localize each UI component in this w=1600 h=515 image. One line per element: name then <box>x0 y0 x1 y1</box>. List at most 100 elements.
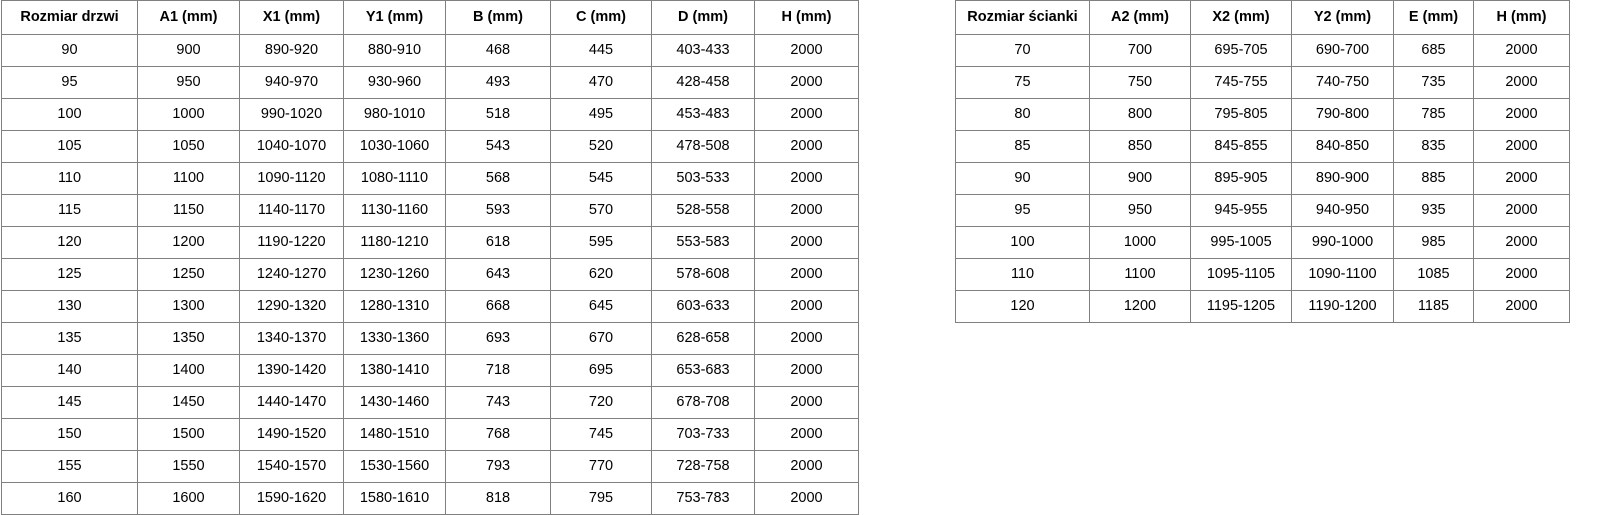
table-cell: 1185 <box>1393 290 1474 323</box>
table-cell: 670 <box>550 322 652 355</box>
table-cell: 80 <box>955 98 1090 131</box>
table-cell: 790-800 <box>1291 98 1394 131</box>
table-cell: 940-970 <box>239 66 344 99</box>
table-cell: 2000 <box>1473 66 1570 99</box>
table-cell: 950 <box>137 66 240 99</box>
table-row: 105 1050 1040-1070 1030-1060 543 520 478-508 20… <box>1 130 859 163</box>
table-row: 150 1500 1490-1520 1480-1510 768 745 703-733 20… <box>1 418 859 451</box>
table-cell: 1380-1410 <box>343 354 446 387</box>
table-cell: 718 <box>445 354 551 387</box>
table-cell: 468 <box>445 34 551 67</box>
table-cell: 160 <box>1 482 138 515</box>
door-table-body: 90 900 890-920 880-910 468 445 403-433 2000 95 95… <box>1 34 859 515</box>
table-row: 120 1200 1190-1220 1180-1210 618 595 553-583 20… <box>1 226 859 259</box>
table-header-row: Rozmiar drzwi A1 (mm) X1 (mm) Y1 (mm) B (mm)… <box>1 0 859 35</box>
table-cell: 428-458 <box>651 66 755 99</box>
table-cell: 70 <box>955 34 1090 67</box>
table-cell: 1440-1470 <box>239 386 344 419</box>
table-cell: 735 <box>1393 66 1474 99</box>
table-row: 100 1000 995-1005 990-1000 985 2000 <box>955 226 1570 259</box>
column-header: Rozmiar ścianki <box>955 0 1090 35</box>
table-cell: 445 <box>550 34 652 67</box>
table-cell: 2000 <box>1473 290 1570 323</box>
column-header: X1 (mm) <box>239 0 344 35</box>
table-cell: 1390-1420 <box>239 354 344 387</box>
table-cell: 840-850 <box>1291 130 1394 163</box>
column-header: H (mm) <box>754 0 859 35</box>
table-cell: 1190-1200 <box>1291 290 1394 323</box>
table-row: 160 1600 1590-1620 1580-1610 818 795 753-783 20… <box>1 482 859 515</box>
table-cell: 2000 <box>1473 34 1570 67</box>
table-cell: 835 <box>1393 130 1474 163</box>
table-cell: 990-1000 <box>1291 226 1394 259</box>
table-cell: 845-855 <box>1190 130 1292 163</box>
table-cell: 753-783 <box>651 482 755 515</box>
table-cell: 1590-1620 <box>239 482 344 515</box>
column-header: Y2 (mm) <box>1291 0 1394 35</box>
table-cell: 745-755 <box>1190 66 1292 99</box>
table-cell: 90 <box>955 162 1090 195</box>
table-cell: 950 <box>1089 194 1191 227</box>
table-row: 115 1150 1140-1170 1130-1160 593 570 528-558 20… <box>1 194 859 227</box>
table-cell: 570 <box>550 194 652 227</box>
table-cell: 95 <box>955 194 1090 227</box>
table-cell: 1290-1320 <box>239 290 344 323</box>
table-cell: 770 <box>550 450 652 483</box>
table-cell: 740-750 <box>1291 66 1394 99</box>
table-cell: 478-508 <box>651 130 755 163</box>
table-cell: 85 <box>955 130 1090 163</box>
table-cell: 553-583 <box>651 226 755 259</box>
table-cell: 703-733 <box>651 418 755 451</box>
table-cell: 115 <box>1 194 138 227</box>
table-cell: 2000 <box>754 418 859 451</box>
table-row: 90 900 895-905 890-900 885 2000 <box>955 162 1570 195</box>
table-cell: 125 <box>1 258 138 291</box>
table-cell: 470 <box>550 66 652 99</box>
table-cell: 2000 <box>754 258 859 291</box>
column-header: C (mm) <box>550 0 652 35</box>
table-cell: 1080-1110 <box>343 162 446 195</box>
table-row: 85 850 845-855 840-850 835 2000 <box>955 130 1570 163</box>
table-cell: 1450 <box>137 386 240 419</box>
table-row: 110 1100 1090-1120 1080-1110 568 545 503-533 20… <box>1 162 859 195</box>
table-cell: 700 <box>1089 34 1191 67</box>
table-cell: 453-483 <box>651 98 755 131</box>
table-cell: 2000 <box>754 290 859 323</box>
door-dimensions-table: Rozmiar drzwi A1 (mm) X1 (mm) Y1 (mm) B (mm)… <box>1 0 859 515</box>
table-cell: 620 <box>550 258 652 291</box>
table-cell: 885 <box>1393 162 1474 195</box>
table-cell: 1195-1205 <box>1190 290 1292 323</box>
table-cell: 768 <box>445 418 551 451</box>
table-cell: 503-533 <box>651 162 755 195</box>
wall-table-header: Rozmiar ścianki A2 (mm) X2 (mm) Y2 (mm) E (m… <box>955 0 1570 35</box>
column-header: A1 (mm) <box>137 0 240 35</box>
table-cell: 1100 <box>137 162 240 195</box>
table-cell: 2000 <box>754 162 859 195</box>
table-cell: 1530-1560 <box>343 450 446 483</box>
table-cell: 90 <box>1 34 138 67</box>
table-cell: 628-658 <box>651 322 755 355</box>
table-cell: 743 <box>445 386 551 419</box>
table-cell: 1090-1120 <box>239 162 344 195</box>
table-cell: 2000 <box>754 194 859 227</box>
wall-panel-dimensions-table: Rozmiar ścianki A2 (mm) X2 (mm) Y2 (mm) E (m… <box>955 0 1570 323</box>
table-cell: 593 <box>445 194 551 227</box>
door-table-header: Rozmiar drzwi A1 (mm) X1 (mm) Y1 (mm) B (mm)… <box>1 0 859 35</box>
table-cell: 2000 <box>1473 162 1570 195</box>
table-cell: 618 <box>445 226 551 259</box>
table-cell: 945-955 <box>1190 194 1292 227</box>
table-cell: 2000 <box>1473 226 1570 259</box>
table-cell: 1330-1360 <box>343 322 446 355</box>
table-cell: 1130-1160 <box>343 194 446 227</box>
table-row: 70 700 695-705 690-700 685 2000 <box>955 34 1570 67</box>
table-row: 135 1350 1340-1370 1330-1360 693 670 628-658 20… <box>1 322 859 355</box>
table-cell: 110 <box>1 162 138 195</box>
wall-table-body: 70 700 695-705 690-700 685 2000 75 750 745-755 74… <box>955 34 1570 323</box>
table-cell: 1280-1310 <box>343 290 446 323</box>
table-header-row: Rozmiar ścianki A2 (mm) X2 (mm) Y2 (mm) E (m… <box>955 0 1570 35</box>
column-header: H (mm) <box>1473 0 1570 35</box>
table-cell: 545 <box>550 162 652 195</box>
table-cell: 643 <box>445 258 551 291</box>
table-cell: 130 <box>1 290 138 323</box>
column-header: X2 (mm) <box>1190 0 1292 35</box>
